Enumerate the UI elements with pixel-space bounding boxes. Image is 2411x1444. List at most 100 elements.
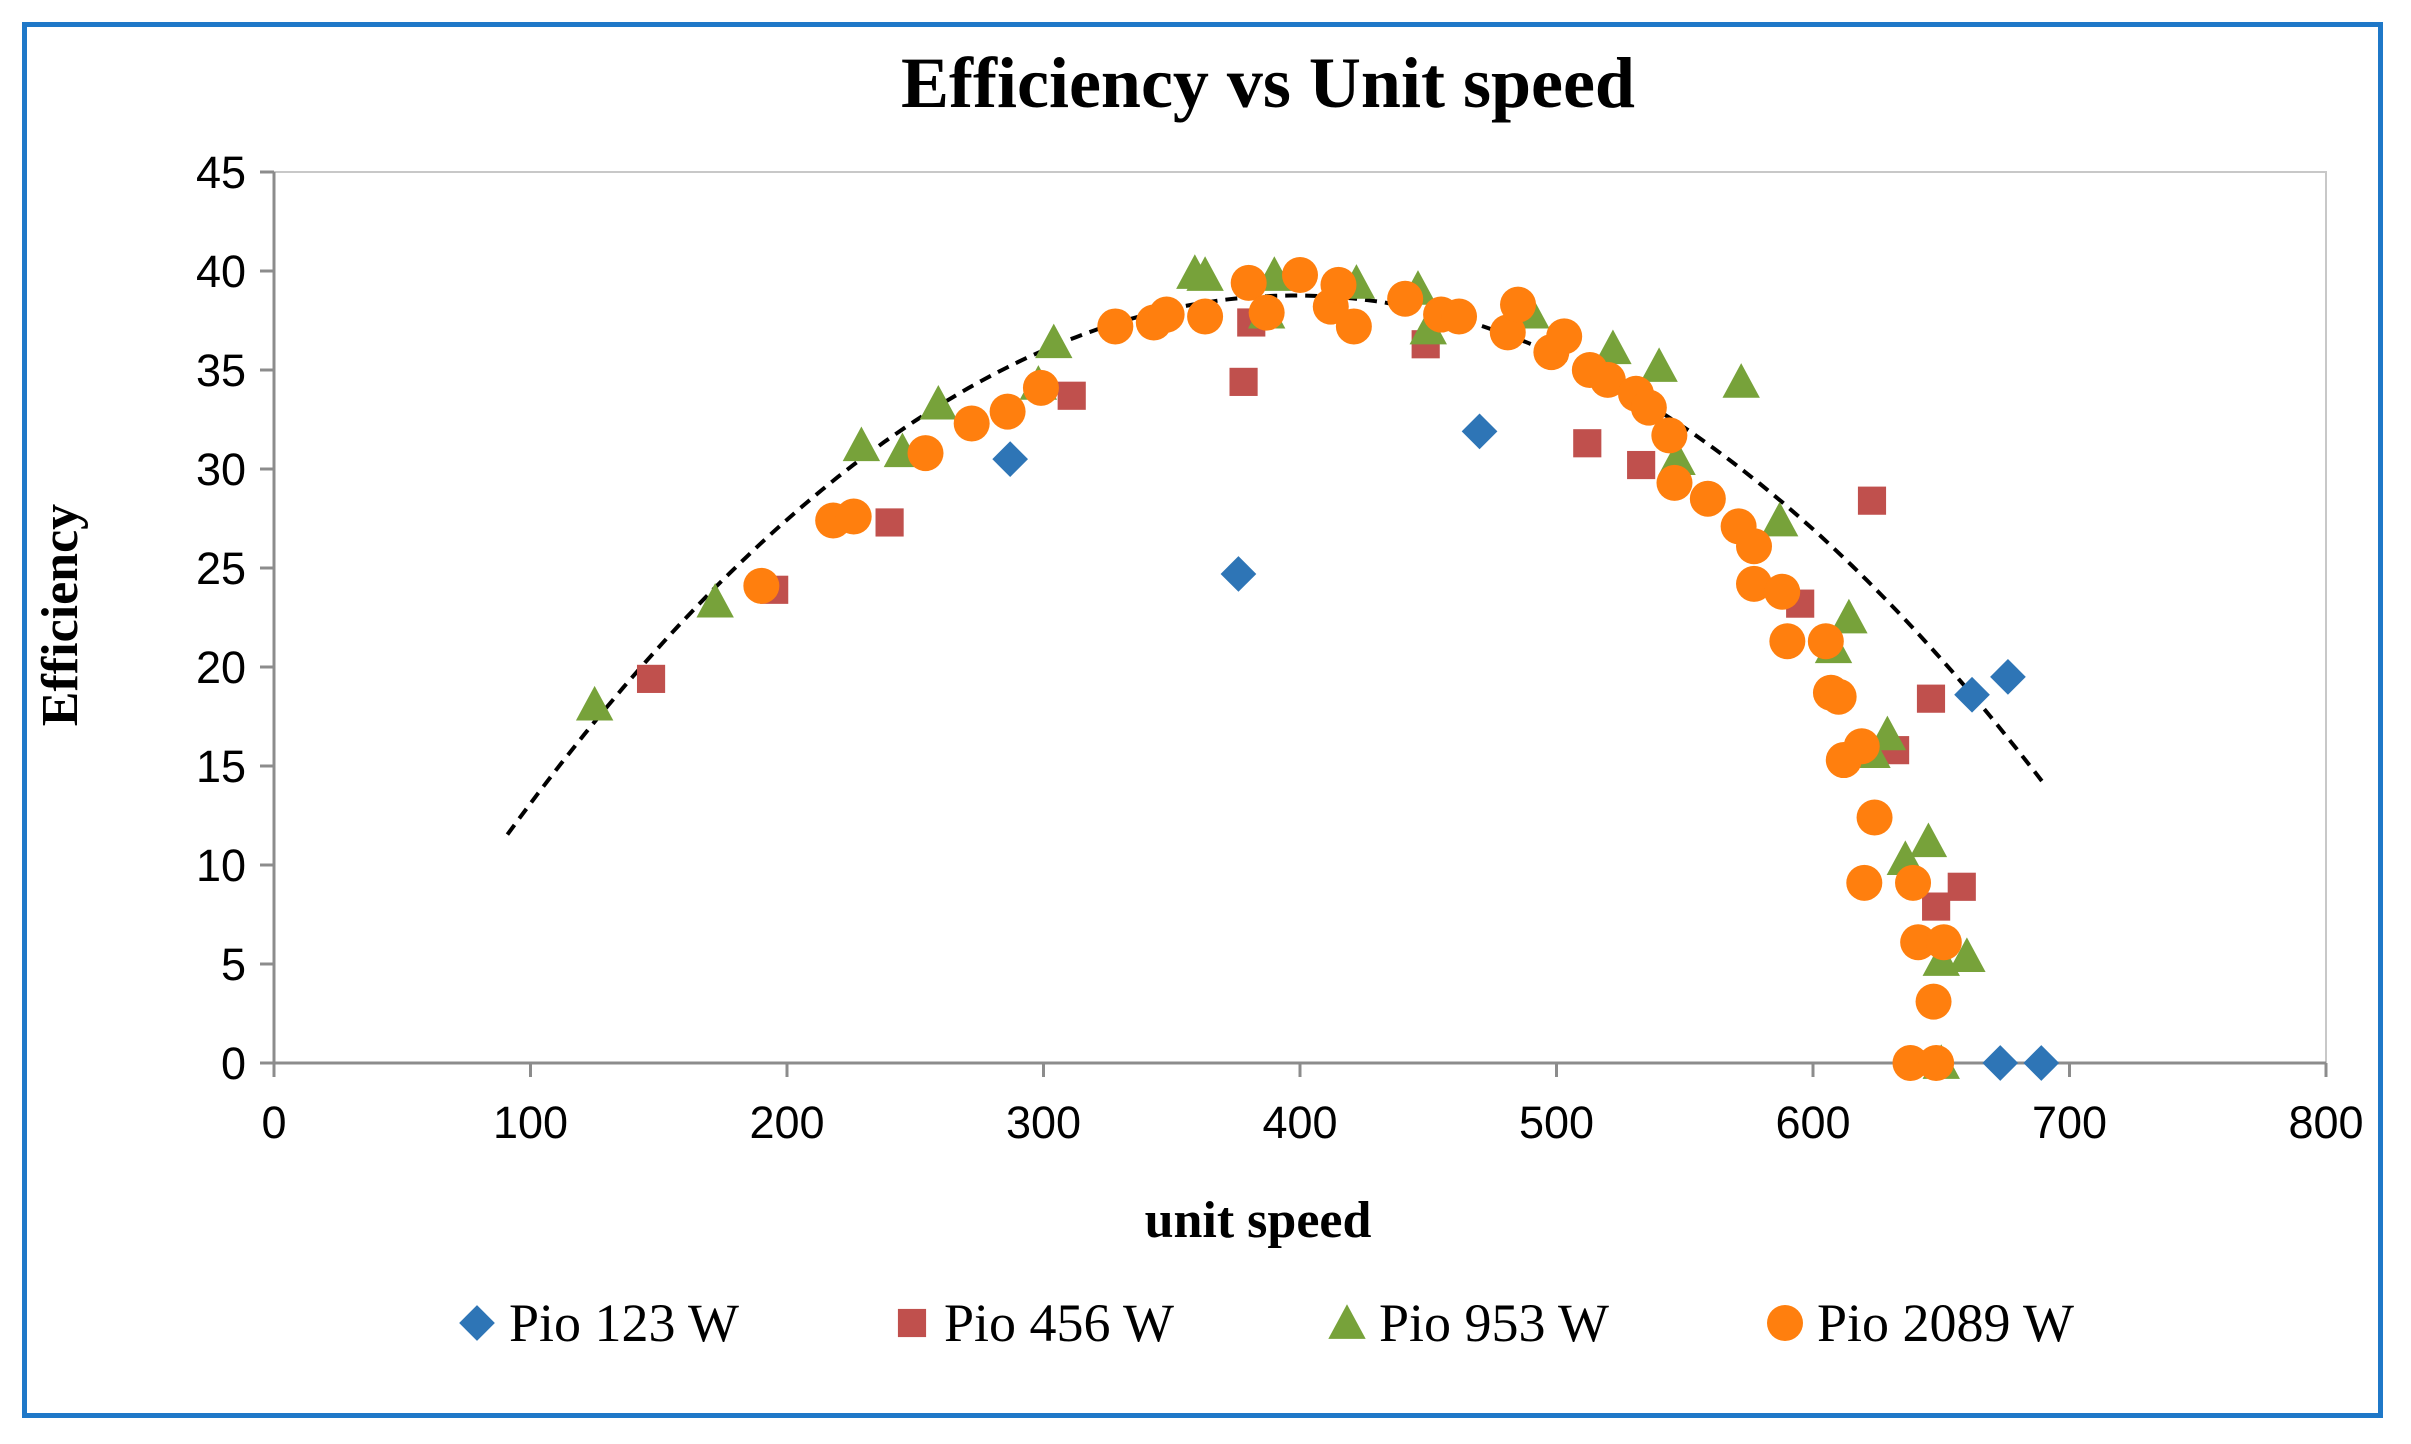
y-tick-label: 30 — [196, 444, 246, 495]
data-point — [1948, 937, 1986, 972]
y-tick-label: 25 — [196, 543, 246, 594]
y-tick-label: 20 — [196, 642, 246, 693]
data-point — [1843, 728, 1880, 765]
data-point — [1760, 501, 1799, 537]
y-tick-label: 10 — [196, 840, 246, 891]
x-tick-label: 300 — [1006, 1097, 1081, 1148]
y-tick-label: 40 — [196, 246, 246, 297]
data-point — [1500, 286, 1537, 323]
x-tick-label: 100 — [493, 1097, 568, 1148]
data-point — [1573, 429, 1602, 458]
x-tick-label: 800 — [2288, 1097, 2363, 1148]
legend-label: Pio 2089 W — [1817, 1293, 2074, 1353]
legend-marker — [1767, 1305, 1803, 1341]
data-point — [1248, 294, 1285, 331]
data-point — [1922, 892, 1951, 921]
data-point — [1320, 266, 1357, 303]
data-point — [1736, 528, 1773, 565]
data-point — [1057, 381, 1086, 410]
data-point — [919, 384, 958, 420]
series-1 — [992, 413, 2060, 1081]
data-point — [1441, 298, 1478, 335]
data-point — [1807, 623, 1844, 660]
x-tick-label: 600 — [1775, 1097, 1850, 1148]
data-point — [1229, 367, 1258, 396]
data-point — [1764, 573, 1801, 610]
x-tick-label: 400 — [1262, 1097, 1337, 1148]
data-point — [636, 664, 666, 693]
data-point — [1489, 314, 1526, 351]
data-point — [575, 685, 614, 721]
data-point — [1148, 296, 1185, 333]
y-tick-label: 5 — [221, 939, 246, 990]
data-point — [696, 582, 734, 618]
data-point — [1627, 450, 1656, 480]
data-point — [1546, 318, 1583, 355]
data-point — [1769, 623, 1806, 660]
chart-background — [27, 27, 2378, 1413]
data-point — [1830, 598, 1868, 634]
data-point — [1925, 924, 1962, 961]
data-point — [1656, 464, 1693, 501]
data-point — [1651, 417, 1688, 454]
data-point — [1186, 256, 1224, 291]
legend-marker — [459, 1305, 495, 1341]
data-point — [1856, 799, 1893, 836]
data-point — [1594, 329, 1632, 365]
y-axis-label: Efficiency — [32, 504, 89, 726]
data-point — [953, 405, 990, 442]
data-point — [1857, 486, 1887, 515]
chart-title: Efficiency vs Unit speed — [901, 43, 1635, 123]
chart-frame: Efficiency vs Unit speed 0 100 200 300 400 50… — [22, 22, 2383, 1418]
data-point — [1630, 389, 1667, 426]
x-axis-label: unit speed — [1145, 1192, 1372, 1249]
data-point — [1589, 361, 1626, 398]
data-point — [1035, 323, 1073, 359]
x-tick-label: 700 — [2032, 1097, 2107, 1148]
data-point — [1689, 480, 1726, 517]
data-point — [1990, 659, 2026, 695]
data-point — [2023, 1045, 2060, 1081]
data-point — [1722, 363, 1760, 398]
data-point — [1982, 1045, 2019, 1081]
data-point — [1736, 565, 1773, 602]
data-point — [1892, 1045, 1929, 1081]
data-point — [989, 393, 1026, 430]
data-point — [1954, 676, 1990, 713]
data-point — [875, 508, 904, 537]
legend-label: Pio 456 W — [944, 1293, 1174, 1353]
data-point — [1900, 924, 1937, 961]
x-tick-label: 500 — [1519, 1097, 1594, 1148]
series-4 — [743, 256, 1962, 1081]
data-point — [1461, 413, 1498, 450]
data-point — [1230, 264, 1267, 301]
legend-label: Pio 953 W — [1379, 1293, 1609, 1353]
data-point — [1895, 864, 1932, 901]
legend-marker — [1328, 1304, 1366, 1339]
data-point — [1916, 684, 1946, 713]
y-tick-label: 35 — [196, 345, 246, 396]
legend-label: Pio 123 W — [509, 1293, 739, 1353]
data-point — [1918, 1045, 1955, 1081]
legend: Pio 123 W Pio 456 W Pio 953 W Pio 2089 W — [459, 1293, 2074, 1353]
data-point — [842, 426, 881, 462]
data-point — [1820, 678, 1857, 715]
data-point — [1640, 347, 1678, 382]
data-point — [1022, 369, 1059, 406]
chart: Efficiency vs Unit speed 0 100 200 300 400 50… — [27, 27, 2378, 1413]
data-point — [1915, 983, 1952, 1020]
data-point — [1220, 556, 1257, 592]
x-tick-label: 0 — [261, 1097, 286, 1148]
data-point — [1097, 308, 1134, 345]
data-point — [1282, 256, 1318, 293]
data-point — [907, 435, 944, 472]
data-point — [1909, 822, 1948, 858]
data-point — [1335, 308, 1372, 345]
data-point — [1187, 298, 1224, 335]
y-tick-label: 0 — [221, 1038, 246, 1089]
y-tick-label: 45 — [196, 147, 246, 198]
data-point — [1846, 864, 1883, 901]
data-point — [743, 567, 780, 604]
x-tick-label: 200 — [749, 1097, 824, 1148]
y-tick-label: 15 — [196, 741, 246, 792]
